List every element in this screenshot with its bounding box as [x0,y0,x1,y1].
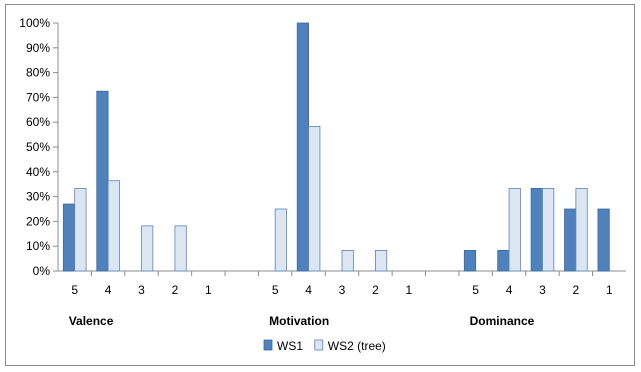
y-tick-label: 60% [26,115,50,129]
group-label-dominance: Dominance [470,314,535,328]
bar-ws1-dominance-3 [530,188,543,272]
x-tick-label: 4 [305,283,312,297]
y-tick-label: 70% [26,90,50,104]
legend-swatch-ws2-tree- [314,339,324,351]
y-tick-label: 20% [26,214,50,228]
x-tick-label: 5 [472,283,479,297]
bar-ws1-motivation-4 [296,22,309,272]
x-tick-label: 4 [105,283,112,297]
bar-ws2-tree--dominance-2 [575,188,588,272]
bar-ws1-dominance-2 [564,208,577,272]
bar-chart: 0% 10% 20% 30% 40% 50% 60% 70% 80% 90% 100% 5 4 3 2 1 Va… [19,16,626,353]
legend-swatch-ws1 [263,339,273,351]
bar-ws2-tree--dominance-3 [542,188,555,272]
bar-ws2-tree--dominance-4 [508,188,521,272]
group-label-valence: Valence [69,314,114,328]
y-tick-label: 0% [33,264,51,278]
bar-ws1-valence-4 [96,90,109,272]
bar-ws1-dominance-1 [597,208,610,272]
y-tick-label: 50% [26,140,50,154]
x-tick-label: 1 [205,283,212,297]
x-tick-label: 4 [506,283,513,297]
bar-ws1-dominance-4 [497,250,510,272]
x-tick-label: 5 [272,283,279,297]
bar-ws2-tree--valence-5 [74,188,87,272]
x-tick-label: 2 [372,283,379,297]
y-tick-label: 80% [26,66,50,80]
chart-frame: 0% 10% 20% 30% 40% 50% 60% 70% 80% 90% 100% 5 4 3 2 1 Va… [5,4,635,366]
x-tick-label: 2 [573,283,580,297]
group-label-motivation: Motivation [269,314,329,328]
legend-label: WS2 (tree) [328,339,386,353]
y-tick-label: 40% [26,165,50,179]
x-tick-label: 1 [606,283,613,297]
y-tick-label: 100% [19,16,50,30]
bar-ws2-tree--motivation-4 [308,126,321,272]
bar-ws2-tree--valence-3 [141,225,154,272]
bar-ws1-valence-5 [62,203,76,272]
y-tick-label: 10% [26,239,50,253]
bar-ws2-tree--valence-4 [107,180,120,272]
x-tick-label: 3 [539,283,546,297]
x-tick-label: 5 [71,283,78,297]
bar-ws2-tree--motivation-2 [375,250,388,272]
bar-ws2-tree--valence-2 [174,225,187,272]
y-tick-label: 30% [26,190,50,204]
x-tick-label: 1 [405,283,412,297]
x-tick-label: 2 [172,283,179,297]
x-tick-label: 3 [138,283,145,297]
bar-ws2-tree--motivation-3 [341,250,354,272]
bar-ws1-dominance-5 [463,250,477,272]
x-tick-label: 3 [339,283,346,297]
legend-label: WS1 [277,339,303,353]
bar-ws2-tree--motivation-5 [274,208,287,272]
y-tick-label: 90% [26,41,50,55]
